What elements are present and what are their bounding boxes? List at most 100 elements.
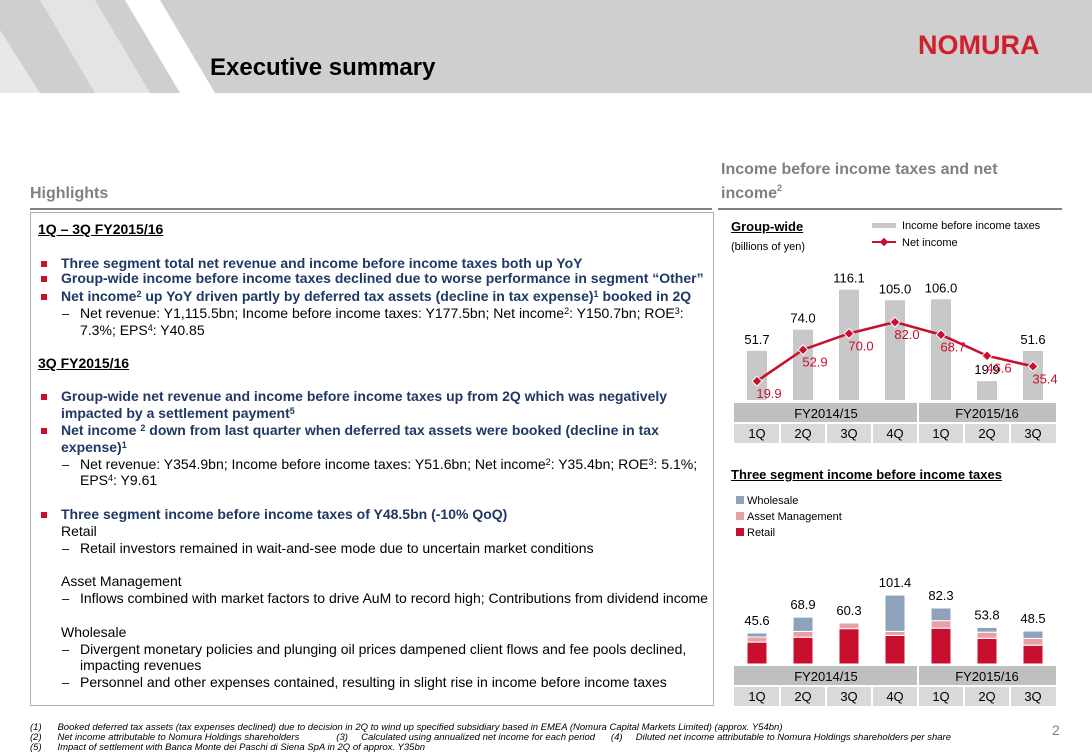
chart2-svg: Wholesale Asset Management Retail 45.6 68.9 6… (734, 495, 1056, 706)
bar-pretax-label: 19.9 (974, 362, 999, 377)
bar-pretax-label: 105.0 (879, 281, 912, 296)
stack-segment-wholesale (1022, 630, 1044, 639)
stack-segment-retail (746, 641, 768, 665)
footnote-1: (1) Booked deferred tax assets (tax expe… (30, 722, 783, 733)
quarter-label: 3Q (1024, 689, 1041, 704)
legend-label: Retail (747, 527, 775, 539)
p2-bullet-2-cont: expense)1 (61, 439, 127, 455)
p2-bullet-1-cont: impacted by a settlement payment5 (61, 405, 295, 421)
stack-segment-asset-management (976, 631, 998, 639)
right-heading: Income before income taxes and net (721, 161, 998, 178)
stack-total-label: 45.6 (744, 613, 769, 628)
footnote-5: (5) Impact of settlement with Banca Mont… (30, 742, 426, 753)
net-income-point (843, 327, 855, 340)
stack-segment-asset-management (746, 636, 768, 643)
p2-bullet-1: Group-wide net revenue and income before… (61, 388, 668, 404)
bar-pretax (839, 289, 859, 400)
dash-icon: – (62, 541, 70, 556)
quarter-label: 4Q (886, 426, 903, 441)
legend-label: Wholesale (747, 495, 798, 507)
stack-segment-wholesale (792, 616, 814, 632)
quarter-label: 2Q (794, 426, 811, 441)
bar-pretax (1023, 350, 1043, 400)
quarter-label: 1Q (932, 426, 949, 441)
bar-pretax-label: 116.1 (833, 271, 865, 286)
stack-segment-retail (884, 634, 906, 665)
quarter-label: 1Q (748, 426, 765, 441)
bullet-icon (41, 394, 47, 400)
dash-icon: – (62, 457, 70, 472)
p1-bullet-3: Net income2 up YoY driven partly by defe… (61, 288, 692, 304)
p1-sub-1: Net revenue: Y1,115.5bn; Income before i… (80, 305, 684, 321)
chart1-unit: (billions of yen) (731, 241, 805, 253)
quarter-label: 3Q (840, 689, 857, 704)
stack-total-label: 82.3 (928, 588, 953, 603)
stack-total-label: 60.3 (836, 603, 861, 618)
quarter-label: 1Q (932, 689, 949, 704)
retail-sub: Retail investors remained in wait-and-se… (80, 540, 594, 556)
net-income-point (751, 375, 763, 387)
bullet-icon (41, 428, 47, 434)
header-band (0, 0, 1092, 93)
group-label-fy2014: FY2014/15 (794, 669, 858, 684)
stack-segment-retail (792, 636, 814, 665)
stack-segment-asset-management (884, 630, 906, 636)
stack-total-label: 68.9 (790, 597, 815, 612)
p2-sub-1: Net revenue: Y354.9bn; Income before inc… (80, 456, 698, 472)
stack-segment-retail (930, 627, 952, 665)
net-income-label: 19.9 (756, 386, 781, 401)
bullet-icon (41, 261, 47, 267)
legend-line-marker (879, 237, 889, 247)
retail-label: Retail (61, 523, 97, 539)
chart2-title: Three segment income before income taxes (731, 467, 1002, 482)
quarter-label: 2Q (978, 426, 995, 441)
quarter-label: 3Q (840, 426, 857, 441)
stack-segment-retail (976, 637, 998, 665)
am-label: Asset Management (61, 573, 182, 589)
stack-segment-asset-management (838, 622, 860, 630)
dash-icon: – (62, 642, 70, 657)
ws-sub-1-cont: impacting revenues (80, 657, 202, 673)
right-rule (718, 208, 1062, 210)
right-heading-cont: income2 (721, 183, 783, 202)
net-income-point (935, 329, 947, 341)
quarter-label: 3Q (1024, 426, 1041, 441)
p3-bullet-1: Three segment income before income taxes… (61, 506, 508, 522)
quarter-label: 2Q (794, 689, 811, 704)
stack-total-label: 53.8 (974, 607, 999, 622)
quarter-row-bg (734, 423, 1056, 443)
p1-bullet-2: Group-wide income before income taxes de… (61, 270, 704, 286)
net-income-point (1027, 360, 1039, 373)
highlights-rule (30, 208, 712, 210)
ws-sub-1: Divergent monetary policies and plunging… (80, 641, 687, 657)
stack-segment-retail (1022, 644, 1044, 665)
group-row-bg (734, 403, 1056, 423)
bar-pretax-label: 74.0 (790, 311, 815, 326)
period-1-heading: 1Q – 3Q FY2015/16 (38, 221, 164, 237)
legend-swatch (736, 496, 744, 504)
net-income-label: 68.7 (940, 340, 965, 355)
quarter-label: 1Q (748, 689, 765, 704)
stack-total-label: 101.4 (879, 575, 912, 590)
net-income-label: 35.4 (1032, 371, 1057, 386)
bar-pretax-label: 51.7 (744, 332, 769, 347)
net-income-label: 70.0 (848, 339, 873, 354)
bar-pretax (977, 381, 997, 400)
stack-segment-wholesale (930, 607, 952, 622)
stack-segment-wholesale (746, 632, 768, 638)
p2-bullet-2: Net income 2 down from last quarter when… (61, 422, 659, 438)
dash-icon: – (62, 591, 70, 606)
chart1-title: Group-wide (731, 219, 804, 234)
p1-bullet-1: Three segment total net revenue and inco… (61, 255, 583, 271)
bullet-icon (41, 512, 47, 518)
stack-segment-asset-management (930, 620, 952, 629)
legend-swatch (736, 512, 744, 520)
stack-segment-asset-management (1022, 637, 1044, 646)
group-label-fy2015: FY2015/16 (955, 669, 1019, 684)
dash-icon: – (62, 306, 70, 321)
net-income-label: 82.0 (894, 327, 919, 342)
highlights-box (30, 212, 714, 706)
stack-segment-wholesale (976, 626, 998, 633)
net-income-label: 52.9 (802, 355, 827, 370)
stack-segment-wholesale (884, 594, 906, 632)
